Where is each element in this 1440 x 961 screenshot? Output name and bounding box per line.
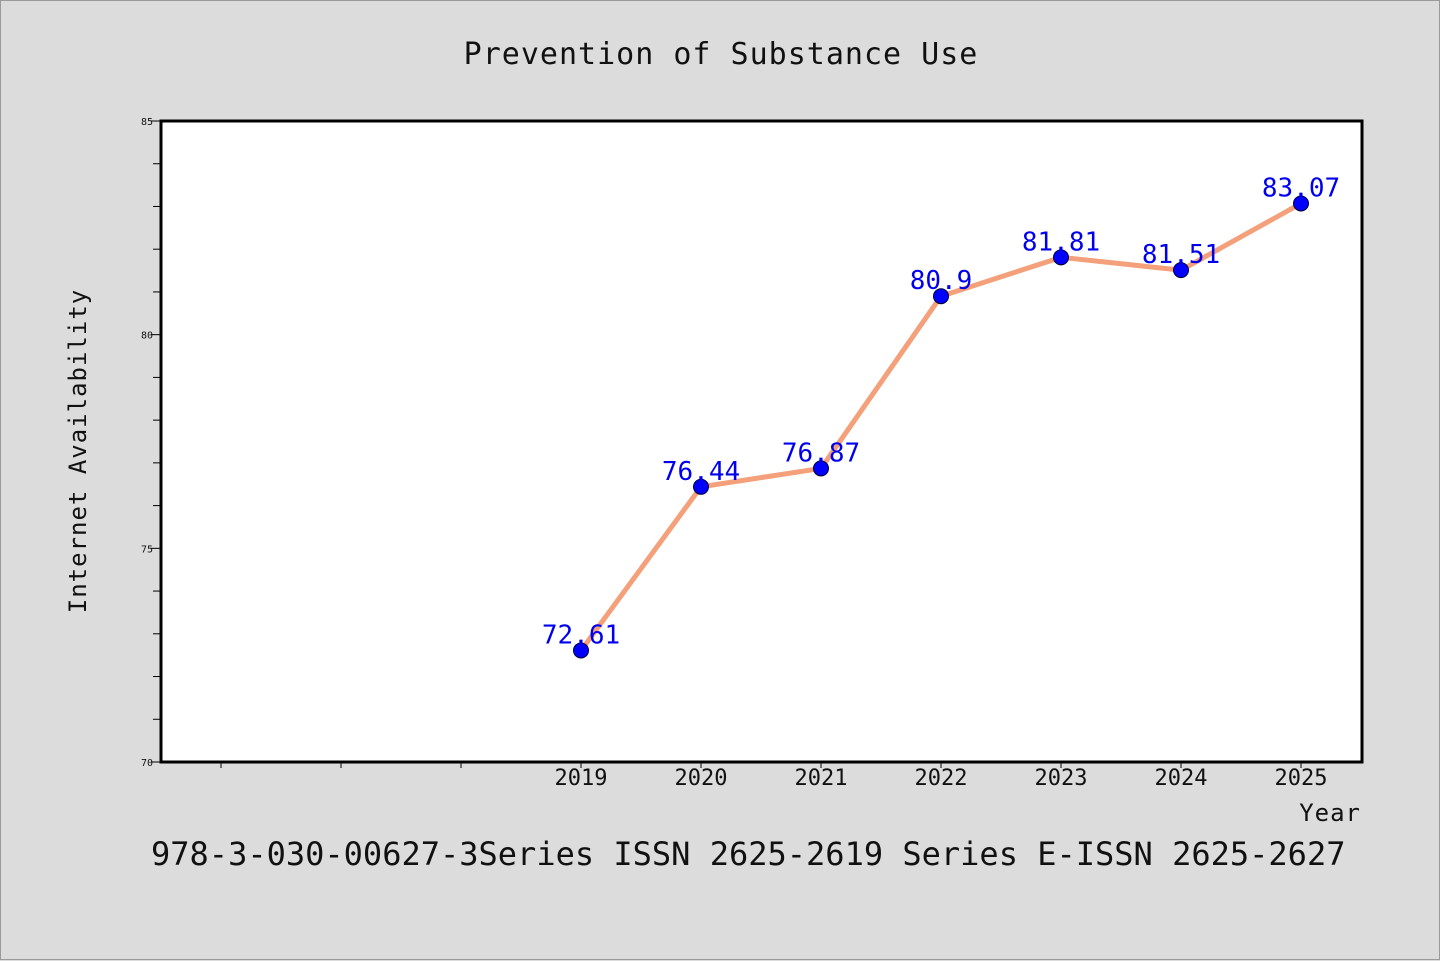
x-tick-label: 2023 <box>1035 766 1088 791</box>
x-axis-ticks: 2019 2020 2021 2022 2023 2024 2025 <box>220 762 1328 791</box>
x-tick-label: 2019 <box>555 766 608 791</box>
y-tick-label: 85 <box>141 117 153 128</box>
data-label: 81.51 <box>1142 240 1220 270</box>
data-point <box>1293 195 1309 212</box>
data-point <box>573 642 589 659</box>
data-label: 80.9 <box>910 266 973 296</box>
data-label: 72.61 <box>542 620 620 650</box>
chart-title: Prevention of Substance Use <box>464 37 979 72</box>
x-tick-label: 2024 <box>1155 766 1208 791</box>
y-axis-label: Internet Availability <box>64 289 92 613</box>
data-labels: 72.61 76.44 76.87 80.9 81.81 81.51 83.07 <box>542 173 1340 650</box>
x-tick-label: 2020 <box>675 766 728 791</box>
plot-area <box>159 119 1364 764</box>
data-label: 76.44 <box>662 457 740 487</box>
x-axis-label: Year <box>1299 799 1361 827</box>
data-point <box>693 478 709 495</box>
data-point <box>933 288 949 305</box>
data-point <box>1053 249 1069 266</box>
isbn-caption: 978-3-030-00627-3Series ISSN 2625-2619 S… <box>151 835 1345 873</box>
y-tick-label: 80 <box>141 331 153 342</box>
data-label: 76.87 <box>782 438 860 468</box>
x-tick-label: 2025 <box>1275 766 1328 791</box>
x-tick-label: 2021 <box>795 766 848 791</box>
y-axis-ticks: 70 75 80 85 <box>141 117 161 769</box>
data-markers <box>573 195 1309 659</box>
x-tick-label: 2022 <box>915 766 968 791</box>
data-point <box>813 460 829 477</box>
y-tick-label: 75 <box>141 544 153 555</box>
data-label: 81.81 <box>1022 227 1100 257</box>
data-label: 83.07 <box>1262 173 1340 203</box>
y-tick-label: 70 <box>141 758 153 769</box>
minor-ticks <box>153 163 161 720</box>
data-point <box>1173 262 1189 279</box>
